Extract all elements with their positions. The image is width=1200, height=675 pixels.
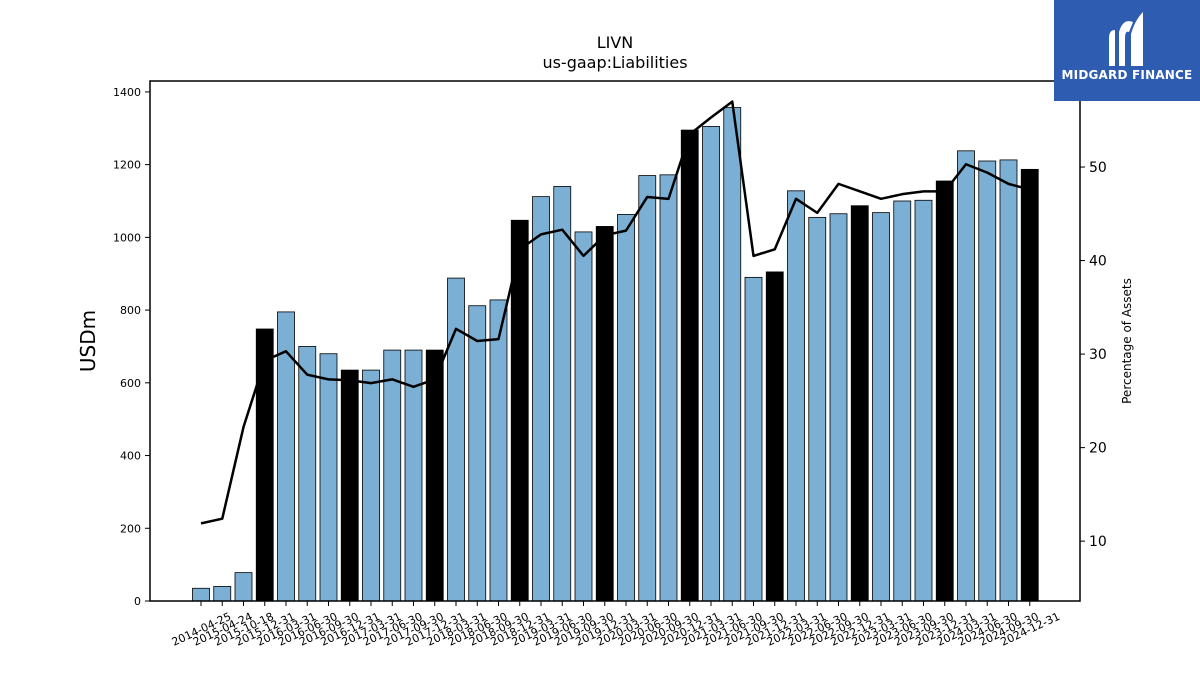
bar-2018-09-30	[489, 299, 508, 602]
bar-2022-03-31	[787, 190, 805, 602]
bar-2014-04-25	[192, 587, 210, 602]
y2-tick-label: 40	[1089, 254, 1107, 270]
midgard-finance-logo: MIDGARD FINANCE	[1054, 0, 1200, 101]
bar-2019-09-30	[574, 231, 593, 602]
bar-2024-03-31	[957, 150, 975, 602]
y-tick-label: 1200	[113, 159, 141, 172]
bar-2016-09-30	[319, 353, 338, 602]
bar-2023-03-31	[872, 212, 890, 602]
bar-2017-12-31	[425, 349, 444, 602]
bar-2024-12-31	[1020, 168, 1039, 602]
bar-2021-12-31	[765, 271, 784, 602]
logo-text: MIDGARD FINANCE	[1061, 68, 1193, 82]
y-tick-label: 0	[134, 595, 141, 608]
bar-2015-10-18	[234, 572, 253, 602]
bar-2021-06-30	[723, 107, 742, 602]
y-tick-label: 1400	[113, 86, 141, 99]
chart-subtitle: us-gaap:Liabilities	[542, 53, 687, 72]
y-tick-label: 200	[120, 522, 141, 535]
bar-2019-03-31	[532, 196, 550, 602]
chart-title: LIVN	[597, 33, 634, 52]
plot-frame	[149, 80, 1081, 602]
y2-axis-label: Percentage of Assets	[1120, 278, 1134, 404]
bar-2018-03-31	[447, 277, 465, 602]
bar-2020-12-31	[680, 129, 699, 602]
y-axis-label: USDm	[76, 310, 100, 372]
bar-2024-09-30	[999, 159, 1018, 602]
bar-2015-12-31	[255, 328, 274, 602]
line-series	[200, 100, 1031, 525]
y-tick-label: 400	[120, 450, 141, 463]
y-tick-label: 800	[120, 304, 141, 317]
bar-2022-09-30	[829, 213, 848, 602]
bar-2021-03-31	[702, 126, 720, 602]
bar-2023-09-30	[914, 199, 933, 602]
bar-2020-06-30	[638, 175, 657, 602]
left-axis-ticks: 0 200 400 600 800 1000 1200 1400	[113, 86, 150, 608]
bar-2016-12-31	[340, 369, 359, 602]
bar-2024-06-30	[978, 160, 997, 602]
midgard-m-icon	[1109, 12, 1143, 66]
bar-2020-03-31	[617, 214, 635, 602]
bar-series	[192, 107, 1039, 602]
bar-2023-12-31	[935, 180, 954, 602]
y2-tick-label: 30	[1089, 347, 1107, 363]
bar-2021-09-30	[744, 276, 763, 602]
bar-2017-06-30	[383, 349, 402, 602]
bar-2015-04-24	[213, 586, 232, 602]
bar-2019-06-30	[553, 186, 572, 602]
bar-2023-06-30	[893, 200, 912, 602]
percentage-line	[200, 100, 1031, 525]
y2-tick-label: 10	[1089, 534, 1107, 550]
right-axis-ticks: 10 20 30 40 50	[1080, 160, 1107, 550]
y2-tick-label: 50	[1089, 160, 1107, 176]
bar-2018-06-30	[468, 305, 487, 602]
x-axis-ticks: 2014-04-252015-04-242015-10-182015-12-31…	[170, 601, 1062, 649]
bar-2017-03-31	[362, 369, 380, 602]
bar-2016-06-30	[298, 346, 317, 602]
bar-2019-12-31	[595, 226, 614, 602]
bar-2022-12-31	[850, 205, 869, 602]
y-tick-label: 600	[120, 377, 141, 390]
bar-2022-06-30	[808, 216, 827, 602]
y2-tick-label: 20	[1089, 441, 1107, 457]
bar-2020-09-30	[659, 174, 678, 602]
y-tick-label: 1000	[113, 231, 141, 244]
